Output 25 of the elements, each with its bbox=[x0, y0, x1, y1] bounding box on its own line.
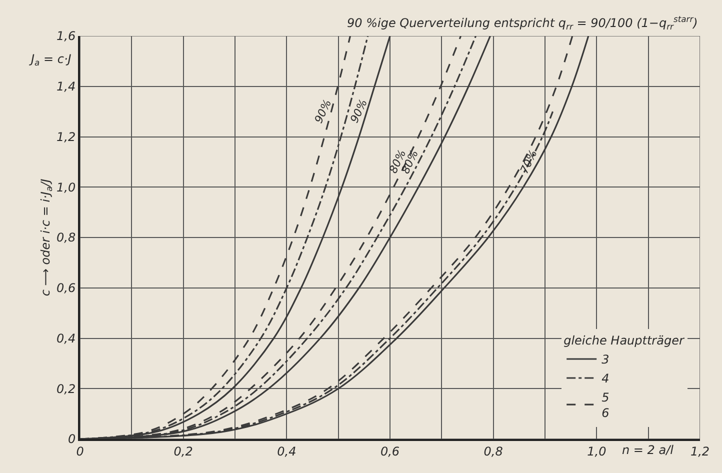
y-tick-label: 0,6 bbox=[56, 281, 76, 296]
annotation: 70% bbox=[518, 148, 540, 176]
x-tick-label: 1,2 bbox=[690, 444, 710, 458]
legend-label: 3 bbox=[602, 352, 610, 367]
x-tick-label: 0,4 bbox=[277, 444, 296, 458]
y-tick-label: 1,0 bbox=[56, 180, 76, 194]
y-tick-label: 0,2 bbox=[56, 382, 76, 396]
x-tick-label: 0,6 bbox=[380, 444, 400, 458]
y-tick-label: 1,4 bbox=[56, 80, 76, 94]
chart-title: 90 %ige Querverteilung entspricht q$_{rr}$ = 90/100 (1−q$_{rr}$$^{starr}$) bbox=[347, 14, 698, 32]
legend-title: gleiche Hauptträger bbox=[564, 334, 685, 348]
annotation: 90% bbox=[312, 98, 334, 126]
x-axis-title: n = 2 a/l bbox=[622, 443, 674, 457]
text: J$_{a}$ = c·J bbox=[29, 52, 72, 68]
x-tick-label: 1,0 bbox=[587, 444, 607, 458]
y-tick-label: 1,6 bbox=[56, 29, 76, 44]
y-tick-label: 0 bbox=[68, 432, 76, 446]
y-tick-label: 0,4 bbox=[56, 331, 76, 346]
y-tick-label: 1,2 bbox=[56, 130, 76, 144]
legend-label: 5 6 bbox=[602, 390, 610, 420]
y-tick-label: 0,8 bbox=[56, 230, 76, 245]
annotation: 90% bbox=[348, 97, 370, 125]
x-tick-label: 0,8 bbox=[484, 444, 504, 458]
legend-label: 4 bbox=[602, 372, 610, 386]
x-tick-label: 0,2 bbox=[174, 444, 193, 458]
